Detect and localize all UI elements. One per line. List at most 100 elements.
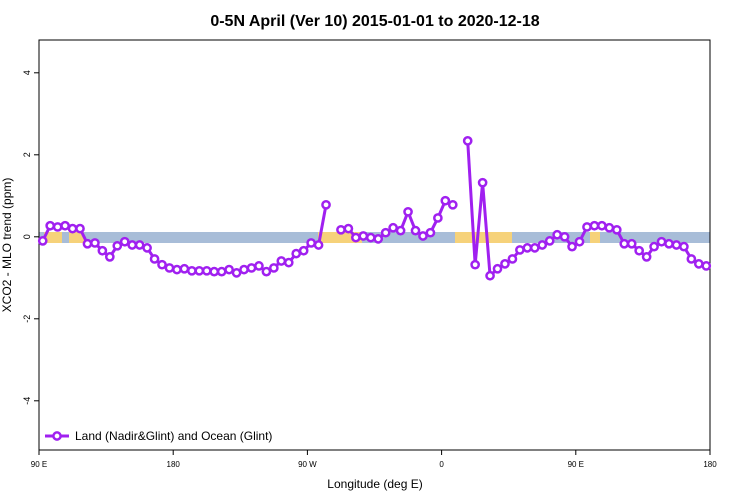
point	[656, 236, 667, 247]
point	[269, 263, 279, 273]
y-tick-label: -4	[22, 397, 32, 405]
point	[492, 263, 503, 274]
point	[433, 213, 443, 223]
point	[425, 227, 436, 238]
point	[276, 256, 287, 266]
point	[671, 240, 682, 250]
chart-title: 0-5N April (Ver 10) 2015-01-01 to 2020-1…	[210, 13, 539, 30]
point	[701, 261, 712, 271]
point	[246, 263, 257, 273]
point	[283, 257, 294, 268]
point	[239, 264, 249, 275]
point	[75, 223, 85, 234]
point	[403, 206, 413, 217]
y-tick-label: 2	[22, 152, 32, 157]
point	[537, 240, 548, 250]
x-tick-label: 0	[439, 460, 444, 469]
point	[224, 264, 234, 275]
point	[634, 245, 645, 256]
point	[373, 234, 384, 244]
legend-marker	[52, 431, 62, 441]
point	[127, 240, 138, 250]
x-tick-label: 90 W	[298, 460, 317, 469]
point	[149, 254, 160, 264]
point	[410, 225, 421, 236]
point	[97, 245, 108, 256]
point	[693, 259, 704, 269]
point	[365, 232, 376, 243]
point	[209, 266, 220, 277]
point	[179, 263, 190, 274]
x-axis-label: Longitude (deg E)	[327, 477, 422, 491]
point	[395, 225, 406, 236]
point	[522, 243, 533, 253]
point	[447, 199, 458, 210]
point	[604, 222, 615, 233]
point	[611, 224, 622, 235]
point	[470, 259, 480, 270]
point	[500, 259, 510, 269]
point	[90, 238, 100, 248]
point	[597, 220, 607, 231]
point	[336, 224, 346, 235]
plot-frame	[38, 39, 711, 451]
y-tick-label: 4	[22, 70, 32, 75]
y-tick-label: 0	[22, 234, 32, 239]
point	[306, 238, 316, 248]
point	[45, 220, 56, 231]
point	[418, 231, 428, 241]
point	[343, 223, 354, 234]
point	[298, 245, 309, 256]
point	[507, 254, 518, 264]
x-tick-label: 180	[703, 460, 717, 469]
point	[82, 238, 93, 249]
point	[194, 265, 205, 276]
point	[186, 265, 197, 276]
point	[626, 238, 637, 249]
point	[157, 259, 167, 270]
point	[388, 222, 398, 233]
point	[164, 263, 175, 273]
point	[574, 236, 585, 247]
point	[567, 241, 577, 252]
point	[112, 240, 123, 251]
point	[679, 241, 689, 252]
point	[462, 136, 473, 146]
point	[664, 238, 674, 249]
point	[52, 222, 63, 232]
y-tick-label: -2	[22, 315, 32, 323]
point	[559, 231, 570, 242]
point	[358, 231, 369, 241]
point	[582, 222, 592, 232]
legend-label: Land (Nadir&Glint) and Ocean (Glint)	[75, 429, 272, 443]
point	[552, 229, 563, 240]
land-band	[590, 232, 600, 243]
point	[351, 232, 361, 243]
point	[529, 243, 540, 253]
point	[201, 265, 212, 276]
point	[134, 240, 145, 250]
x-tick-label: 180	[167, 460, 181, 469]
point	[67, 223, 78, 234]
land-band	[318, 232, 362, 243]
land-band	[44, 232, 62, 243]
point	[104, 252, 115, 262]
point	[216, 266, 227, 277]
point	[231, 268, 242, 278]
point	[321, 199, 331, 210]
point	[485, 270, 495, 281]
point	[544, 236, 555, 246]
point	[649, 241, 659, 252]
x-tick-label: 90 E	[568, 460, 584, 469]
land-band	[69, 232, 84, 243]
point	[254, 261, 264, 271]
point	[37, 236, 48, 246]
series-line	[41, 140, 707, 279]
point	[515, 245, 525, 255]
point	[619, 238, 630, 249]
point	[477, 177, 488, 188]
point	[291, 248, 302, 259]
point	[60, 220, 70, 231]
